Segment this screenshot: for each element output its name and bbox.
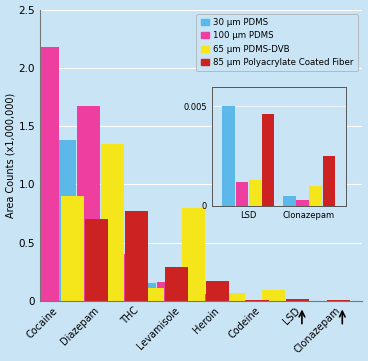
Bar [36,47,59,301]
Bar [61,196,84,301]
Bar [53,140,75,301]
Bar [283,196,296,206]
Bar [166,267,188,301]
Legend: 30 μm PDMS, 100 μm PDMS, 65 μm PDMS-DVB, 85 μm Polyacrylate Coated Fiber: 30 μm PDMS, 100 μm PDMS, 65 μm PDMS-DVB,… [196,14,358,71]
Bar [101,144,124,301]
Bar [322,156,335,206]
Bar [262,114,275,206]
Bar [262,290,285,301]
Bar [236,182,248,206]
Bar [249,180,261,206]
Bar [214,297,237,301]
Bar [254,300,277,301]
Bar [181,208,205,301]
Bar [223,106,235,206]
Bar [309,186,322,206]
Bar [238,300,261,301]
Bar [158,282,180,301]
Y-axis label: Area Counts (x1,000,000): Area Counts (x1,000,000) [6,92,15,218]
Bar [222,293,245,301]
Bar [125,211,148,301]
Bar [327,300,350,301]
Bar [77,106,100,301]
Bar [133,283,156,301]
Bar [173,295,197,301]
Bar [206,281,229,301]
Bar [198,295,221,301]
Bar [117,254,140,301]
Bar [141,288,164,301]
Bar [246,300,269,301]
Bar [12,105,35,301]
Bar [286,299,309,301]
Bar [85,219,108,301]
Bar [296,200,309,206]
Bar [93,266,116,301]
